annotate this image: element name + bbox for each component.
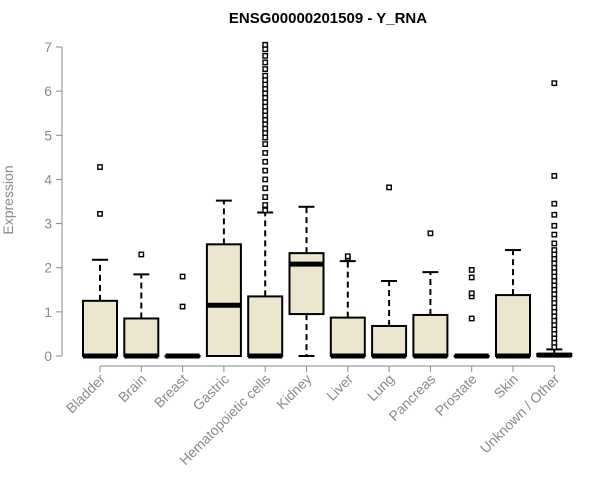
outlier-point — [468, 274, 475, 281]
outlier-point — [262, 41, 269, 48]
outlier-point — [262, 59, 269, 66]
box-pancreas — [412, 230, 449, 359]
box-kidney — [288, 205, 325, 357]
box-group — [82, 41, 573, 359]
y-tick-label: 6 — [44, 83, 52, 99]
x-tick-label: Breast — [151, 371, 191, 411]
y-tick-label: 0 — [44, 348, 52, 364]
box-prostate — [453, 267, 490, 359]
outlier-point — [262, 194, 269, 200]
box-body — [412, 313, 449, 357]
outlier-point — [468, 267, 475, 273]
outlier-point — [551, 247, 558, 253]
outlier-point — [344, 253, 351, 260]
outlier-point — [262, 52, 269, 59]
y-axis: 0 1 2 3 4 5 6 7 — [44, 39, 63, 364]
outlier-point — [97, 164, 103, 170]
outlier-point — [262, 202, 269, 208]
box-bladder — [82, 164, 118, 359]
chart-title: ENSG00000201509 - Y_RNA — [229, 10, 427, 27]
y-tick-label: 3 — [44, 216, 52, 232]
y-axis-label: Expression — [0, 165, 16, 234]
x-tick-label: Lung — [364, 371, 397, 404]
box-liver — [329, 253, 366, 359]
outlier-point — [551, 211, 558, 218]
outlier-point — [179, 303, 186, 310]
outlier-point — [262, 207, 269, 214]
y-tick-label: 1 — [44, 304, 52, 320]
y-tick-label: 4 — [44, 171, 52, 187]
outlier-point — [262, 176, 269, 183]
outlier-point — [468, 315, 475, 322]
y-tick-label: 5 — [44, 127, 52, 143]
outlier-point — [262, 167, 269, 174]
box-body — [371, 324, 408, 357]
box-body — [247, 295, 284, 357]
box-breast — [164, 273, 201, 359]
x-tick-label: Bladder — [63, 371, 109, 417]
box-hematopoietic-cells — [247, 41, 284, 359]
box-body — [495, 294, 531, 357]
box-unknown-other — [536, 80, 573, 358]
outlier-point — [97, 210, 103, 217]
outlier-point — [179, 273, 186, 280]
box-brain — [123, 251, 160, 359]
x-tick-label: Brain — [115, 371, 149, 405]
outlier-point — [138, 251, 145, 258]
x-tick-label: Skin — [491, 371, 522, 402]
outlier-point — [551, 240, 558, 247]
x-tick-label: Prostate — [432, 371, 480, 419]
box-lung — [371, 184, 408, 359]
box-body — [205, 243, 242, 357]
y-tick-label: 2 — [44, 260, 52, 276]
box-body — [329, 316, 366, 357]
outlier-point — [262, 141, 269, 148]
outlier-point — [262, 185, 269, 192]
outlier-point — [262, 158, 269, 165]
outlier-point — [551, 200, 558, 207]
outlier-point — [551, 222, 558, 229]
box-body — [82, 299, 118, 358]
outlier-point — [386, 184, 392, 191]
box-body — [123, 317, 160, 358]
outlier-point — [551, 172, 558, 179]
outlier-point — [551, 231, 558, 238]
outlier-point — [468, 290, 475, 297]
x-tick-label: Liver — [323, 371, 356, 404]
outlier-point — [551, 80, 558, 87]
x-tick-label: Kidney — [273, 371, 315, 413]
outlier-point — [427, 230, 434, 237]
box-gastric — [205, 199, 242, 357]
outlier-point — [262, 66, 269, 72]
box-skin — [495, 249, 531, 359]
outlier-point — [262, 150, 269, 156]
outlier-point — [262, 72, 269, 79]
y-tick-label: 7 — [44, 39, 52, 55]
